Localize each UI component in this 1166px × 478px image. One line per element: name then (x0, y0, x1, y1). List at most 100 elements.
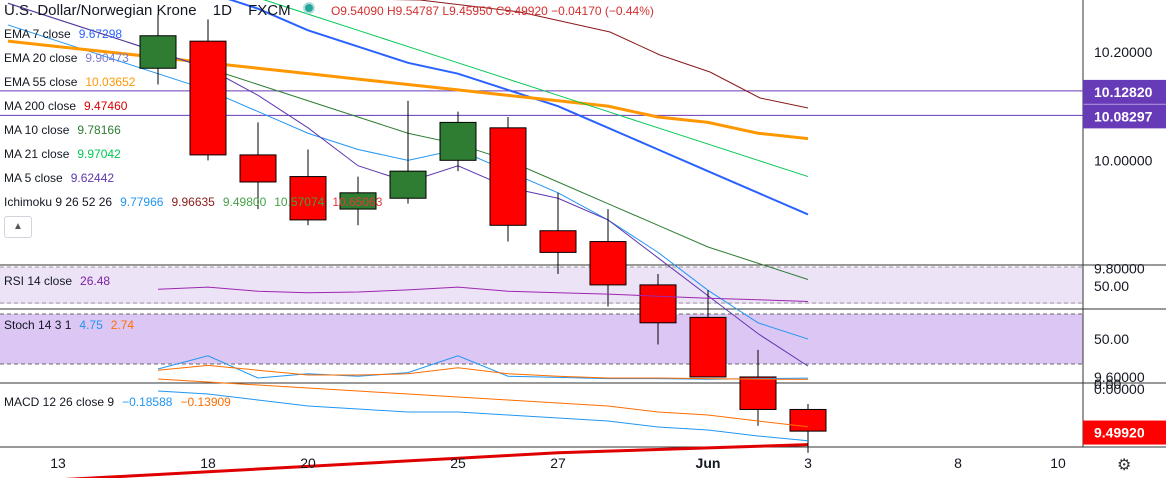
legend-value: 10.57074 (274, 195, 325, 209)
ohlc-readout: O9.54090 H9.54787 L9.45950 C9.49920 −0.0… (330, 4, 654, 18)
legend-label: Ichimoku 9 26 52 26 (4, 195, 113, 209)
legend-label: MA 5 close (4, 171, 63, 185)
candle (289, 149, 327, 226)
legend-rsi[interactable]: RSI 14 close 26.48 (4, 274, 110, 288)
candle (539, 192, 577, 275)
chart-header: U.S. Dollar/Norwegian Krone 1D FXCM O9.5… (4, 2, 654, 19)
price-tick-label: 9.80000 (1094, 261, 1145, 277)
candle-body (389, 170, 427, 199)
price-badge: 10.12820 (1083, 79, 1166, 104)
symbol-title[interactable]: U.S. Dollar/Norwegian Krone (4, 2, 197, 19)
price-badge: 9.49920 (1083, 420, 1166, 445)
ichimoku-lagging-line (389, 0, 809, 109)
stoch-d-line (157, 364, 809, 380)
stoch-tick-label: 50.00 (1094, 331, 1129, 347)
legend-value: 9.96635 (171, 195, 215, 209)
legend-ichimoku[interactable]: Ichimoku 9 26 52 26 9.77966 9.96635 9.49800… (4, 195, 382, 209)
candle (689, 290, 727, 378)
interval[interactable]: 1D (212, 2, 232, 19)
candle-body (439, 121, 477, 161)
price-badge-label: 10.08297 (1094, 108, 1153, 124)
candle-body (589, 241, 627, 286)
legend-value: 9.67298 (78, 27, 123, 41)
legend-value: 2.74 (110, 318, 135, 332)
legend-value: −0.13909 (180, 395, 231, 409)
rsi-line (157, 286, 809, 302)
legend-label: MACD 12 26 close 9 (4, 395, 115, 409)
price-tick-label: 9.60000 (1094, 369, 1145, 385)
stoch-k-line (157, 355, 809, 380)
candle-body (789, 408, 827, 432)
price-tick-label: 10.00000 (1094, 152, 1153, 168)
legend-ma-200-close[interactable]: MA 200 close 9.47460 (4, 99, 127, 113)
time-tick-label: Jun (696, 455, 721, 471)
candle (189, 19, 227, 161)
time-tick-label: 8 (954, 455, 962, 471)
candle-body (139, 35, 177, 69)
time-tick-label: 27 (550, 455, 566, 471)
candle-body (239, 154, 277, 183)
legend-value: 9.78166 (77, 123, 121, 137)
legend-value: 4.75 (79, 318, 103, 332)
legend-ema-55-close[interactable]: EMA 55 close 10.03652 (4, 75, 135, 89)
time-tick-label: 25 (450, 455, 466, 471)
candle (339, 176, 377, 226)
time-tick-label: 20 (300, 455, 316, 471)
candle (139, 14, 177, 85)
legend-value: 9.97042 (77, 147, 121, 161)
legend-macd[interactable]: MACD 12 26 close 9 −0.18588 −0.13909 (4, 395, 231, 409)
legend-label: RSI 14 close (4, 274, 73, 288)
legend-value: 10.65063 (332, 195, 383, 209)
candle-body (189, 40, 227, 156)
rsi-band (0, 267, 1083, 304)
macd-tick-label: 0.00000 (1094, 381, 1145, 397)
candle (489, 116, 527, 242)
legend-value: −0.18588 (122, 395, 173, 409)
legend-value: 10.03652 (85, 75, 136, 89)
legend-value: 9.77966 (120, 195, 164, 209)
macd-signal-line (157, 378, 809, 428)
legend-ma-21-close[interactable]: MA 21 close 9.97042 (4, 147, 121, 161)
candle (239, 122, 277, 210)
candle-body (339, 192, 377, 210)
legend-label: MA 10 close (4, 123, 70, 137)
candle-body (689, 316, 727, 378)
legend-ema-7-close[interactable]: EMA 7 close 9.67298 (4, 27, 122, 41)
price-badge: 10.08297 (1083, 104, 1166, 129)
time-tick-label: 10 (1050, 455, 1066, 471)
series-ma-200-close (64, 443, 809, 478)
candle (389, 100, 427, 204)
price-tick-label: 10.20000 (1094, 44, 1153, 60)
candle (589, 209, 627, 307)
price-badge-bg (1083, 420, 1166, 445)
legend-value: 26.48 (80, 274, 111, 288)
time-tick-label: 3 (804, 455, 812, 471)
legend-value: 9.49800 (222, 195, 267, 209)
gear-icon[interactable]: ⚙ (1117, 457, 1132, 474)
price-badge-label: 10.12820 (1094, 84, 1153, 100)
exchange: FXCM (248, 2, 291, 19)
stoch-band (0, 314, 1083, 364)
legend-label: Stoch 14 3 1 (4, 318, 72, 332)
macd-line (157, 390, 809, 442)
candle-body (489, 127, 527, 226)
legend-value: 9.90473 (85, 51, 129, 65)
candle-body (639, 284, 677, 324)
stoch-tick-label: 0.00 (1094, 376, 1121, 392)
price-badge-bg (1083, 104, 1166, 129)
legend-ma-10-close[interactable]: MA 10 close 9.78166 (4, 123, 121, 137)
candle (739, 349, 777, 426)
market-status-icon (302, 2, 315, 14)
legend-label: EMA 7 close (4, 27, 71, 41)
legend-label: EMA 20 close (4, 51, 78, 65)
legend-stoch[interactable]: Stoch 14 3 1 4.75 2.74 (4, 318, 134, 332)
legend-ema-20-close[interactable]: EMA 20 close 9.90473 (4, 51, 129, 65)
collapse-legend-button[interactable]: ▲ (4, 216, 32, 238)
candle-body (539, 230, 577, 253)
series-ma-21-close (263, 0, 809, 178)
legend-ma-5-close[interactable]: MA 5 close 9.62442 (4, 171, 114, 185)
rsi-tick-label: 50.00 (1094, 278, 1129, 294)
legend-value: 9.47460 (84, 99, 128, 113)
legend-label: EMA 55 close (4, 75, 78, 89)
